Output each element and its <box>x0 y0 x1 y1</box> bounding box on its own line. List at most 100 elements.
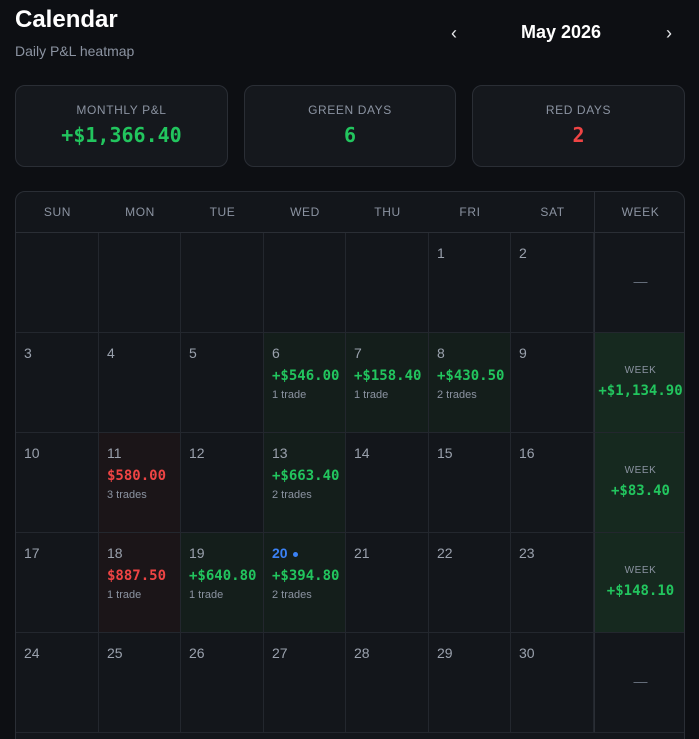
week-empty-dash: — <box>633 673 648 689</box>
chevron-right-icon: › <box>666 23 672 43</box>
day-cell[interactable]: 8 +$430.50 2 trades <box>429 333 511 433</box>
next-month-button[interactable]: › <box>659 22 679 44</box>
day-cell[interactable]: 30 <box>511 633 594 733</box>
weekday-header: TUE <box>181 192 264 233</box>
day-cell[interactable]: 24 <box>16 633 99 733</box>
week-label: WEEK <box>624 465 657 476</box>
day-pnl: +$158.40 <box>354 368 422 384</box>
day-number: 8 <box>437 345 445 361</box>
weekday-header: SUN <box>16 192 99 233</box>
day-pnl: $580.00 <box>107 468 167 484</box>
weekday-header: WEEK <box>594 192 684 233</box>
day-cell <box>346 233 429 333</box>
day-number: 9 <box>519 345 527 361</box>
day-number: 21 <box>354 545 370 561</box>
day-trade-count: 3 trades <box>107 489 147 501</box>
day-cell[interactable]: 18 $887.50 1 trade <box>99 533 181 633</box>
day-cell[interactable]: 21 <box>346 533 429 633</box>
calendar-grid: SUN MON TUE WED THU FRI SAT WEEK 1 2—3 4 5 6 +$546.00… <box>15 191 685 739</box>
day-number: 14 <box>354 445 370 461</box>
day-cell[interactable]: 1 <box>429 233 511 333</box>
week-empty-dash: — <box>633 273 648 289</box>
page-title: Calendar <box>15 6 118 33</box>
page-subtitle: Daily P&L heatmap <box>15 43 135 59</box>
day-cell[interactable]: 22 <box>429 533 511 633</box>
day-cell[interactable]: 12 <box>181 433 264 533</box>
day-cell[interactable]: 26 <box>181 633 264 733</box>
day-number: 2 <box>519 245 527 261</box>
day-number: 30 <box>519 645 535 661</box>
week-label: WEEK <box>624 565 657 576</box>
stat-value: 6 <box>343 123 357 147</box>
day-trade-count: 1 trade <box>354 389 389 401</box>
week-summary: — <box>594 233 684 333</box>
day-number: 13 <box>272 445 288 461</box>
day-cell[interactable]: 28 <box>346 633 429 733</box>
day-cell[interactable]: 25 <box>99 633 181 733</box>
day-trade-count: 2 trades <box>272 589 312 601</box>
day-cell[interactable]: 6 +$546.00 1 trade <box>264 333 346 433</box>
day-cell[interactable]: 14 <box>346 433 429 533</box>
day-number: 16 <box>519 445 535 461</box>
day-trade-count: 2 trades <box>272 489 312 501</box>
day-cell[interactable]: 16 <box>511 433 594 533</box>
stat-value: 2 <box>572 123 585 147</box>
day-number: 7 <box>354 345 362 361</box>
day-pnl: +$394.80 <box>272 568 340 584</box>
day-cell <box>264 233 346 333</box>
day-cell[interactable]: 7 +$158.40 1 trade <box>346 333 429 433</box>
day-cell[interactable]: 5 <box>181 333 264 433</box>
day-cell[interactable]: 23 <box>511 533 594 633</box>
day-cell[interactable]: 17 <box>16 533 99 633</box>
day-cell[interactable]: 2 <box>511 233 594 333</box>
week-pnl: +$1,134.90 <box>598 383 683 399</box>
weekday-header: WED <box>264 192 346 233</box>
day-number: 28 <box>354 645 370 661</box>
day-cell[interactable]: 13 +$663.40 2 trades <box>264 433 346 533</box>
day-trade-count: 2 trades <box>437 389 477 401</box>
day-cell <box>99 233 181 333</box>
day-trade-count: 1 trade <box>189 589 224 601</box>
day-number: 19 <box>189 545 205 561</box>
day-cell[interactable]: 15 <box>429 433 511 533</box>
day-number: 18 <box>107 545 123 561</box>
day-number: 6 <box>272 345 280 361</box>
weekday-header: SAT <box>511 192 594 233</box>
day-number: 27 <box>272 645 288 661</box>
stat-monthly-pnl: MONTHLY P&L +$1,366.40 <box>15 85 228 167</box>
day-cell[interactable]: 4 <box>99 333 181 433</box>
day-number: 15 <box>437 445 453 461</box>
day-number: 26 <box>189 645 205 661</box>
day-cell[interactable]: 19 +$640.80 1 trade <box>181 533 264 633</box>
day-pnl: +$430.50 <box>437 368 505 384</box>
day-cell[interactable]: 20 +$394.80 2 trades <box>264 533 346 633</box>
day-cell[interactable]: 9 <box>511 333 594 433</box>
stat-label: GREEN DAYS <box>308 103 392 117</box>
day-number: 22 <box>437 545 453 561</box>
day-number: 25 <box>107 645 123 661</box>
day-cell[interactable]: 11 $580.00 3 trades <box>99 433 181 533</box>
day-cell[interactable]: 3 <box>16 333 99 433</box>
day-trade-count: 1 trade <box>107 589 142 601</box>
weekday-header: MON <box>99 192 181 233</box>
day-pnl: +$663.40 <box>272 468 340 484</box>
day-cell[interactable]: 10 <box>16 433 99 533</box>
week-summary: WEEK +$148.10 <box>594 533 684 633</box>
day-cell <box>16 233 99 333</box>
day-number-today: 20 <box>272 545 298 561</box>
prev-month-button[interactable]: ‹ <box>444 22 464 44</box>
day-pnl: +$546.00 <box>272 368 340 384</box>
day-pnl: +$640.80 <box>189 568 257 584</box>
day-number: 4 <box>107 345 115 361</box>
day-cell[interactable]: 29 <box>429 633 511 733</box>
stat-label: MONTHLY P&L <box>76 103 167 117</box>
stat-red-days: RED DAYS 2 <box>472 85 685 167</box>
week-label: WEEK <box>624 365 657 376</box>
day-number: 3 <box>24 345 32 361</box>
day-number: 1 <box>437 245 445 261</box>
day-pnl: $887.50 <box>107 568 167 584</box>
day-number: 11 <box>107 445 122 461</box>
day-number: 5 <box>189 345 197 361</box>
day-number: 23 <box>519 545 535 561</box>
day-cell[interactable]: 27 <box>264 633 346 733</box>
